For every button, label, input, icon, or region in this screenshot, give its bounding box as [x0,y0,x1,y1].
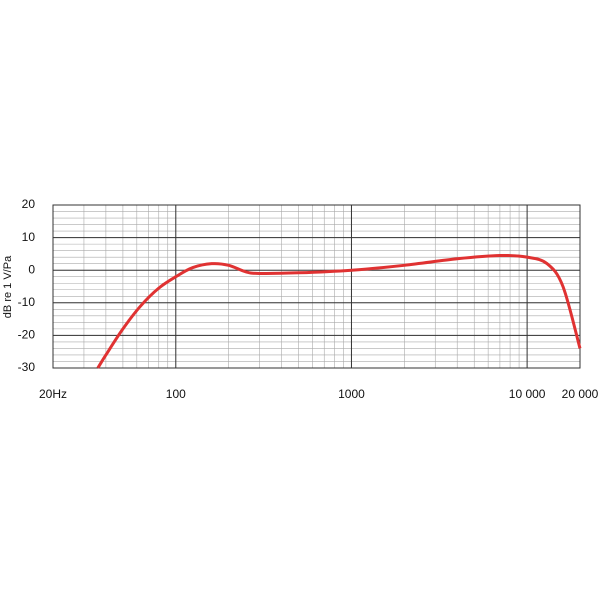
x-tick-label: 1000 [338,387,365,401]
y-tick-label: 20 [22,197,36,211]
x-tick-label: 20 000 [562,387,599,401]
plot-frame [52,204,581,369]
y-tick-label: -30 [18,360,36,374]
y-tick-label: -20 [18,328,36,342]
y-axis-label: dB re 1 V/Pa [2,255,14,318]
y-tick-label: 0 [28,262,35,276]
y-tick-label: 10 [22,230,36,244]
response-curve [96,253,582,369]
x-tick-label: 20Hz [39,387,67,401]
x-tick-label: 100 [166,387,186,401]
y-tick-label: -10 [18,295,36,309]
x-tick-label: 10 000 [509,387,546,401]
